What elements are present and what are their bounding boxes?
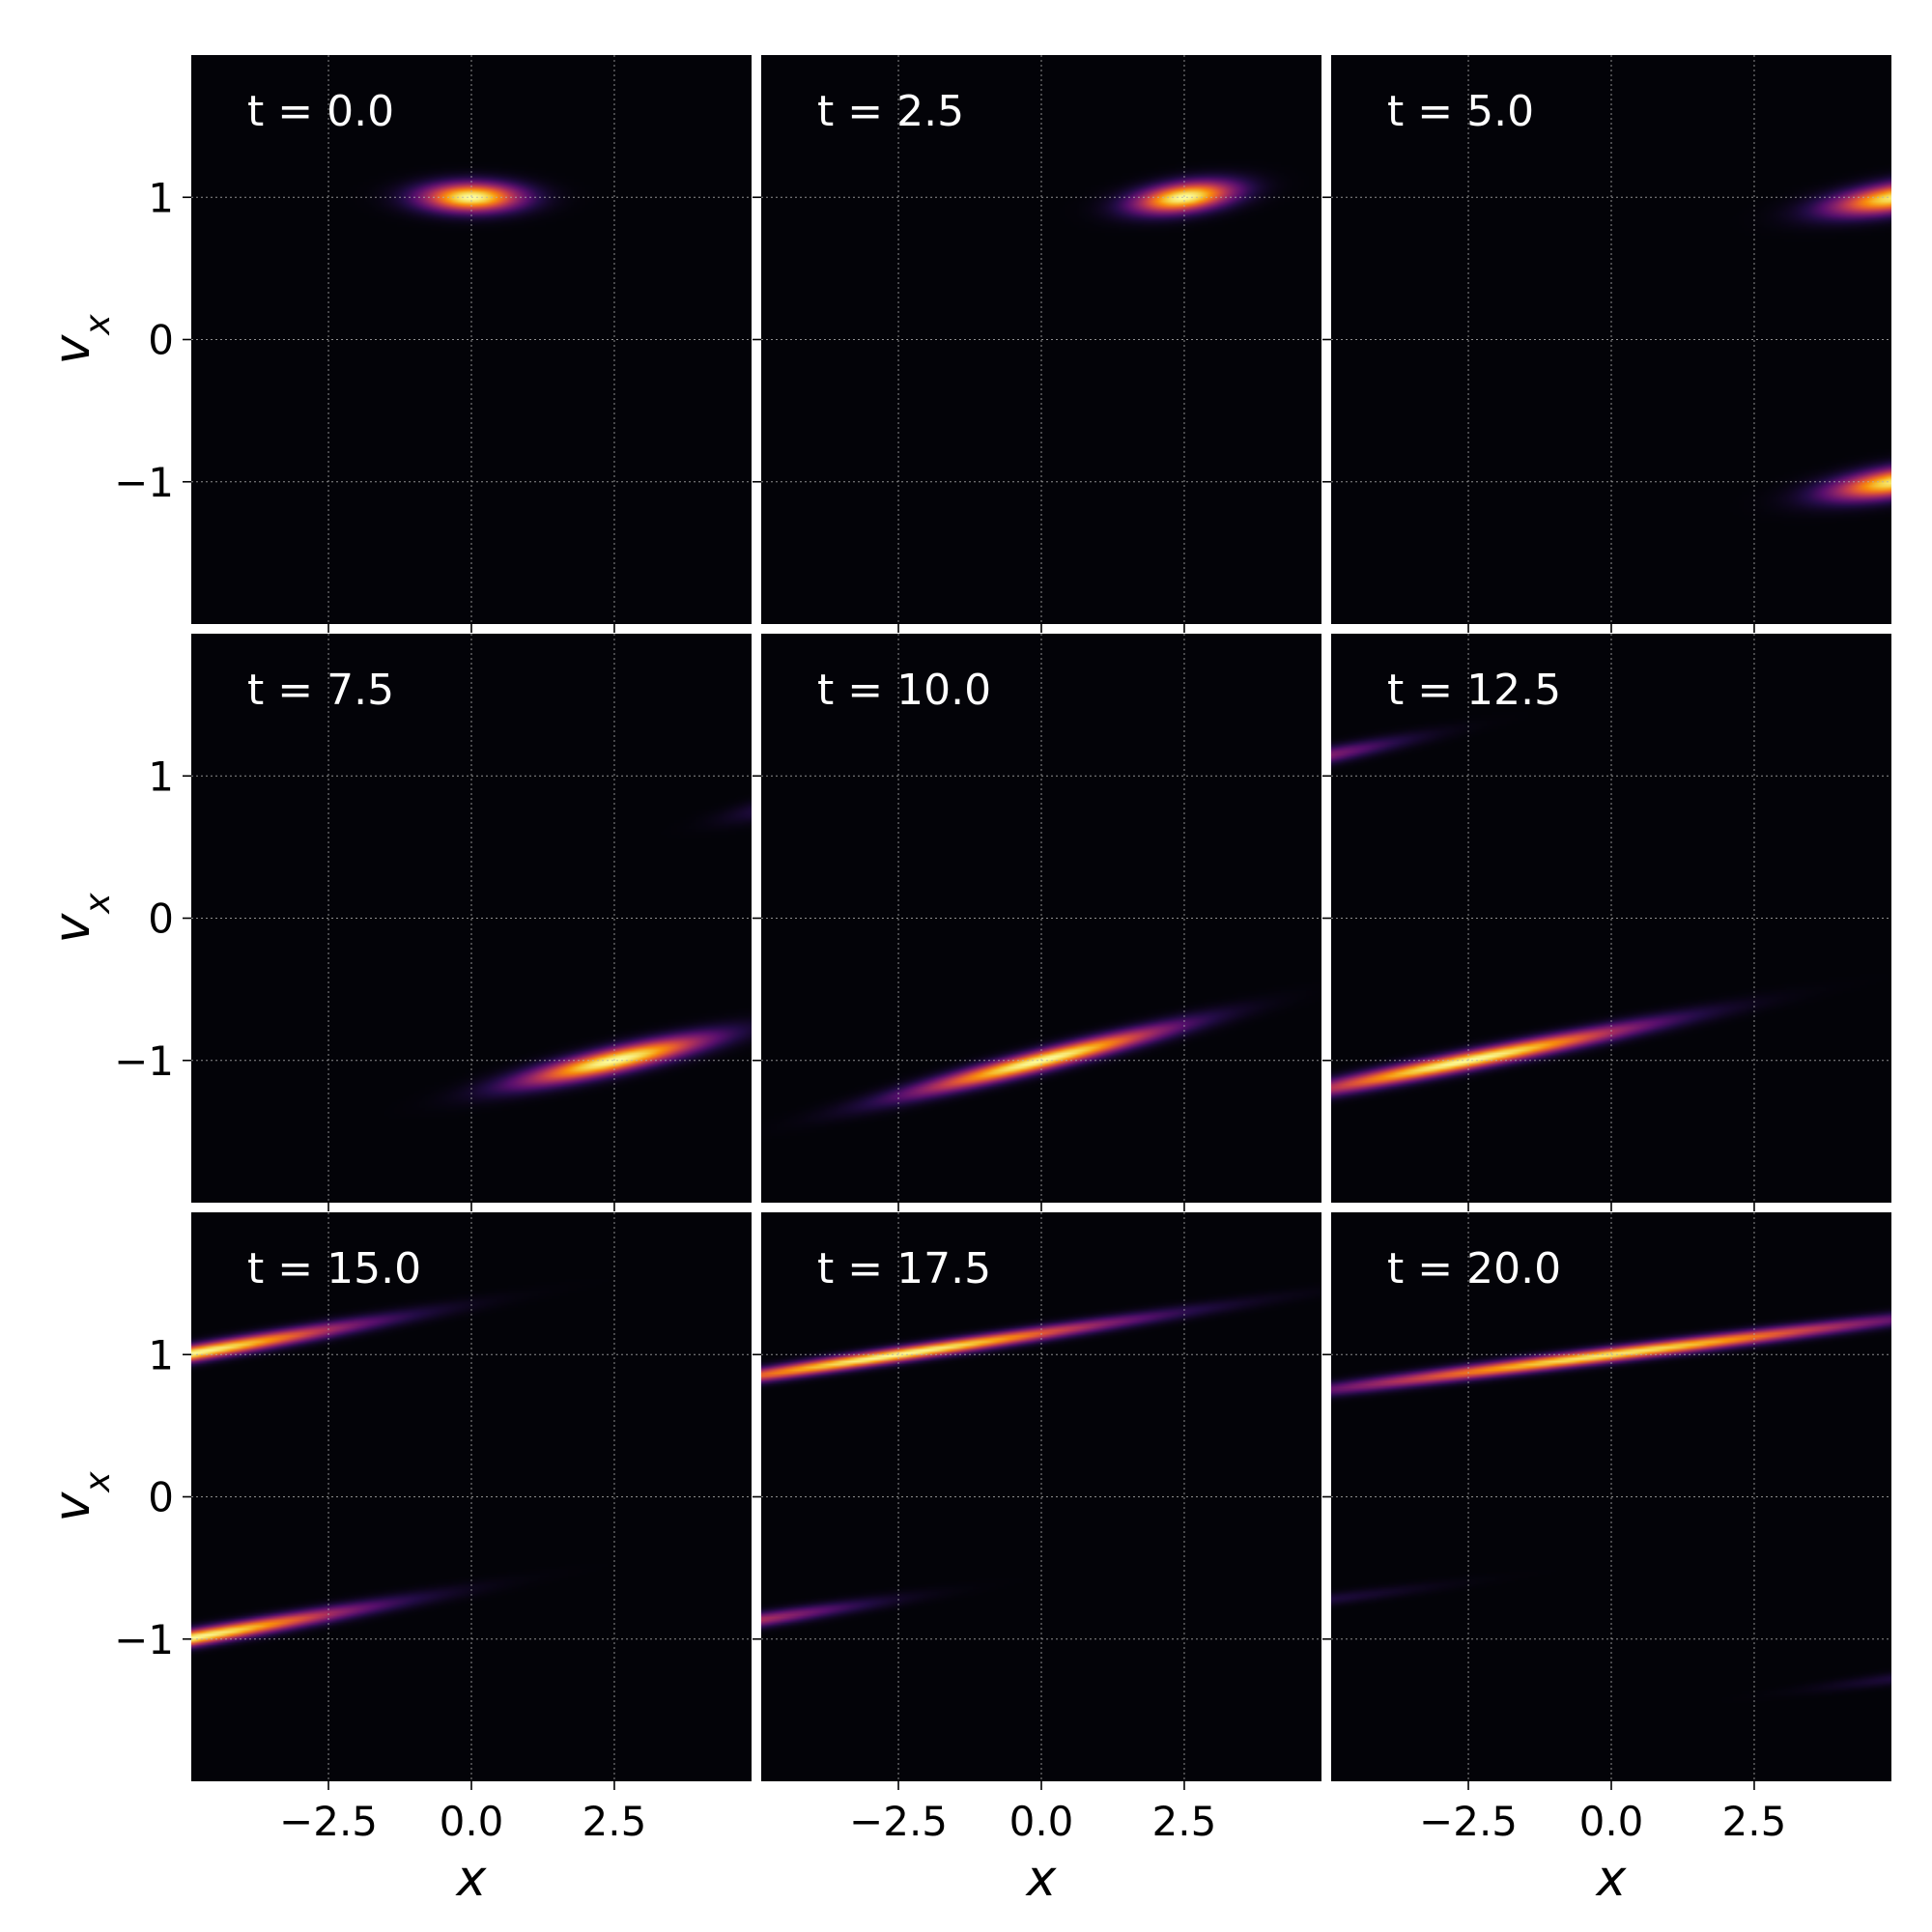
panel-time-label: t = 2.5 — [817, 87, 964, 136]
panel-0: t = 0.0 — [183, 55, 752, 633]
x-axis-col-2: −2.5 0.0 2.5 x — [1419, 1798, 1786, 1908]
y-axis-row-0: −1 0 1 vx — [43, 174, 174, 506]
x-tick-label: 0.0 — [1009, 1798, 1074, 1845]
y-tick-label: 1 — [148, 1331, 174, 1378]
x-axis-label: x — [1025, 1850, 1058, 1908]
x-tick-label: 0.0 — [1579, 1798, 1644, 1845]
x-tick-label: 2.5 — [1722, 1798, 1787, 1845]
panel-1: t = 2.5 — [753, 55, 1321, 633]
y-axis-label: vx — [43, 1471, 118, 1522]
panel-4: t = 10.0 — [753, 634, 1321, 1211]
y-tick-label: 0 — [148, 895, 174, 943]
y-axis-label: vx — [43, 314, 118, 365]
panel-time-label: t = 17.5 — [817, 1244, 991, 1293]
panel-7: t = 17.5 — [753, 1212, 1321, 1790]
x-tick-label: −2.5 — [849, 1798, 948, 1845]
x-tick-label: 2.5 — [1152, 1798, 1217, 1845]
x-tick-label: −2.5 — [279, 1798, 378, 1845]
y-tick-label: 0 — [148, 1474, 174, 1521]
y-tick-label: 1 — [148, 174, 174, 221]
y-tick-label: −1 — [114, 459, 174, 506]
panel-time-label: t = 12.5 — [1387, 666, 1561, 715]
panel-8: t = 20.0 — [1322, 1212, 1891, 1790]
x-axis-col-1: −2.5 0.0 2.5 x — [849, 1798, 1216, 1908]
panel-time-label: t = 15.0 — [247, 1244, 421, 1293]
x-axis-col-0: −2.5 0.0 2.5 x — [279, 1798, 646, 1908]
panel-time-label: t = 7.5 — [247, 666, 394, 715]
panel-2: t = 5.0 — [1322, 55, 1891, 633]
y-axis-row-1: −1 0 1 vx — [43, 753, 174, 1085]
panel-time-label: t = 20.0 — [1387, 1244, 1561, 1293]
panel-time-label: t = 0.0 — [247, 87, 394, 136]
y-tick-label: −1 — [114, 1616, 174, 1663]
panel-3: t = 7.5 — [183, 634, 752, 1211]
axes-layer: −1 0 1 vx −1 0 1 vx −1 0 1 vx −2.5 0.0 2.5 x −2.5 0.0 2.5 x… — [43, 174, 1786, 1908]
panel-time-label: t = 5.0 — [1387, 87, 1534, 136]
x-tick-label: −2.5 — [1419, 1798, 1518, 1845]
panel-time-label: t = 10.0 — [817, 666, 991, 715]
x-tick-label: 0.0 — [440, 1798, 504, 1845]
x-tick-label: 2.5 — [582, 1798, 647, 1845]
panel-5: t = 12.5 — [1322, 634, 1891, 1211]
panels-layer: t = 0.0 t = 2.5 t = 5.0 t = 7.5 t = 10.0 t = … — [183, 55, 1891, 1790]
x-axis-label: x — [455, 1850, 488, 1908]
y-tick-label: 0 — [148, 317, 174, 364]
y-axis-label: vx — [43, 893, 118, 944]
x-axis-label: x — [1595, 1850, 1628, 1908]
y-tick-label: −1 — [114, 1037, 174, 1085]
y-axis-row-2: −1 0 1 vx — [43, 1331, 174, 1663]
y-tick-label: 1 — [148, 753, 174, 800]
panel-6: t = 15.0 — [183, 1212, 752, 1790]
